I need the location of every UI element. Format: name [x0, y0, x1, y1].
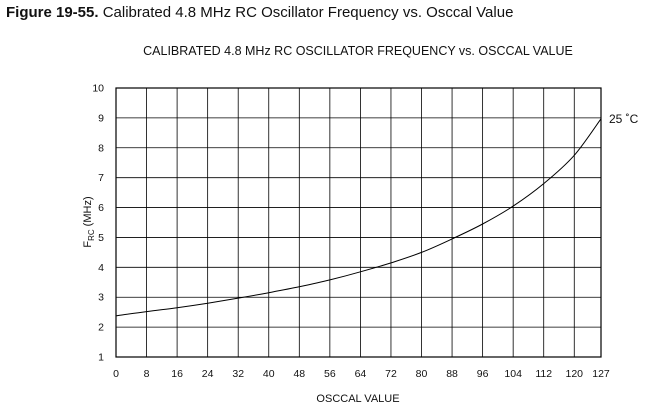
x-tick-label: 80 — [416, 368, 428, 380]
chart-title: CALIBRATED 4.8 MHz RC OSCILLATOR FREQUEN… — [143, 44, 573, 58]
y-tick-label: 9 — [98, 112, 104, 124]
grid-lines — [115, 87, 602, 358]
x-tick-label: 112 — [535, 368, 552, 380]
x-tick-label: 72 — [385, 368, 397, 380]
x-tick-label: 56 — [324, 368, 336, 380]
figure-caption-text: Calibrated 4.8 MHz RC Oscillator Frequen… — [102, 4, 514, 21]
y-tick-label: 7 — [98, 172, 104, 184]
y-tick-label: 5 — [98, 232, 104, 244]
x-tick-label: 88 — [446, 368, 458, 380]
y-axis-label: FRC (MHz) — [82, 196, 96, 247]
y-axis-label-main: F — [82, 241, 94, 248]
y-tick-label: 8 — [98, 142, 104, 154]
x-tick-label: 104 — [504, 368, 522, 380]
y-axis-label-unit: (MHz) — [82, 196, 94, 226]
x-tick-label: 48 — [293, 368, 305, 380]
x-axis-label: OSCCAL VALUE — [316, 393, 399, 405]
series-line-25c — [115, 118, 602, 317]
x-tick-label: 16 — [171, 368, 183, 380]
x-tick-label: 40 — [263, 368, 275, 380]
figure-caption: Figure 19-55. Calibrated 4.8 MHz RC Osci… — [6, 4, 513, 21]
plot-frame — [115, 87, 602, 358]
y-tick-label: 2 — [98, 322, 104, 334]
series-label-25c: 25 ˚C — [609, 112, 639, 126]
x-tick-label: 32 — [232, 368, 244, 380]
x-tick-label: 64 — [355, 368, 367, 380]
x-tick-label: 120 — [566, 368, 584, 380]
figure-number: Figure 19-55. — [6, 4, 99, 21]
y-tick-label: 6 — [98, 202, 104, 214]
x-tick-label: 96 — [477, 368, 489, 380]
y-tick-label: 10 — [92, 83, 104, 95]
x-tick-label: 8 — [144, 368, 150, 380]
x-tick-label: 24 — [202, 368, 214, 380]
y-tick-label: 3 — [98, 292, 104, 304]
y-axis-label-sub: RC — [87, 229, 96, 241]
x-tick-label: 0 — [113, 368, 119, 380]
y-tick-label: 4 — [98, 262, 104, 274]
tick-labels: 0 8 16 24 32 40 48 56 64 72 80 88 96 104 112 120 1271234… — [92, 83, 610, 381]
x-tick-label: 127 — [592, 368, 610, 380]
y-tick-label: 1 — [98, 352, 104, 364]
